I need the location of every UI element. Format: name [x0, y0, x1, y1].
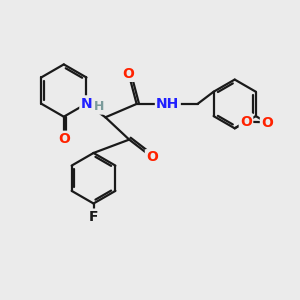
- Text: H: H: [94, 100, 104, 113]
- Text: O: O: [122, 67, 134, 81]
- Text: O: O: [240, 115, 252, 129]
- Text: NH: NH: [156, 97, 179, 111]
- Text: F: F: [89, 210, 98, 224]
- Text: O: O: [58, 132, 70, 146]
- Text: O: O: [261, 116, 273, 130]
- Text: O: O: [146, 150, 158, 164]
- Text: N: N: [81, 97, 92, 111]
